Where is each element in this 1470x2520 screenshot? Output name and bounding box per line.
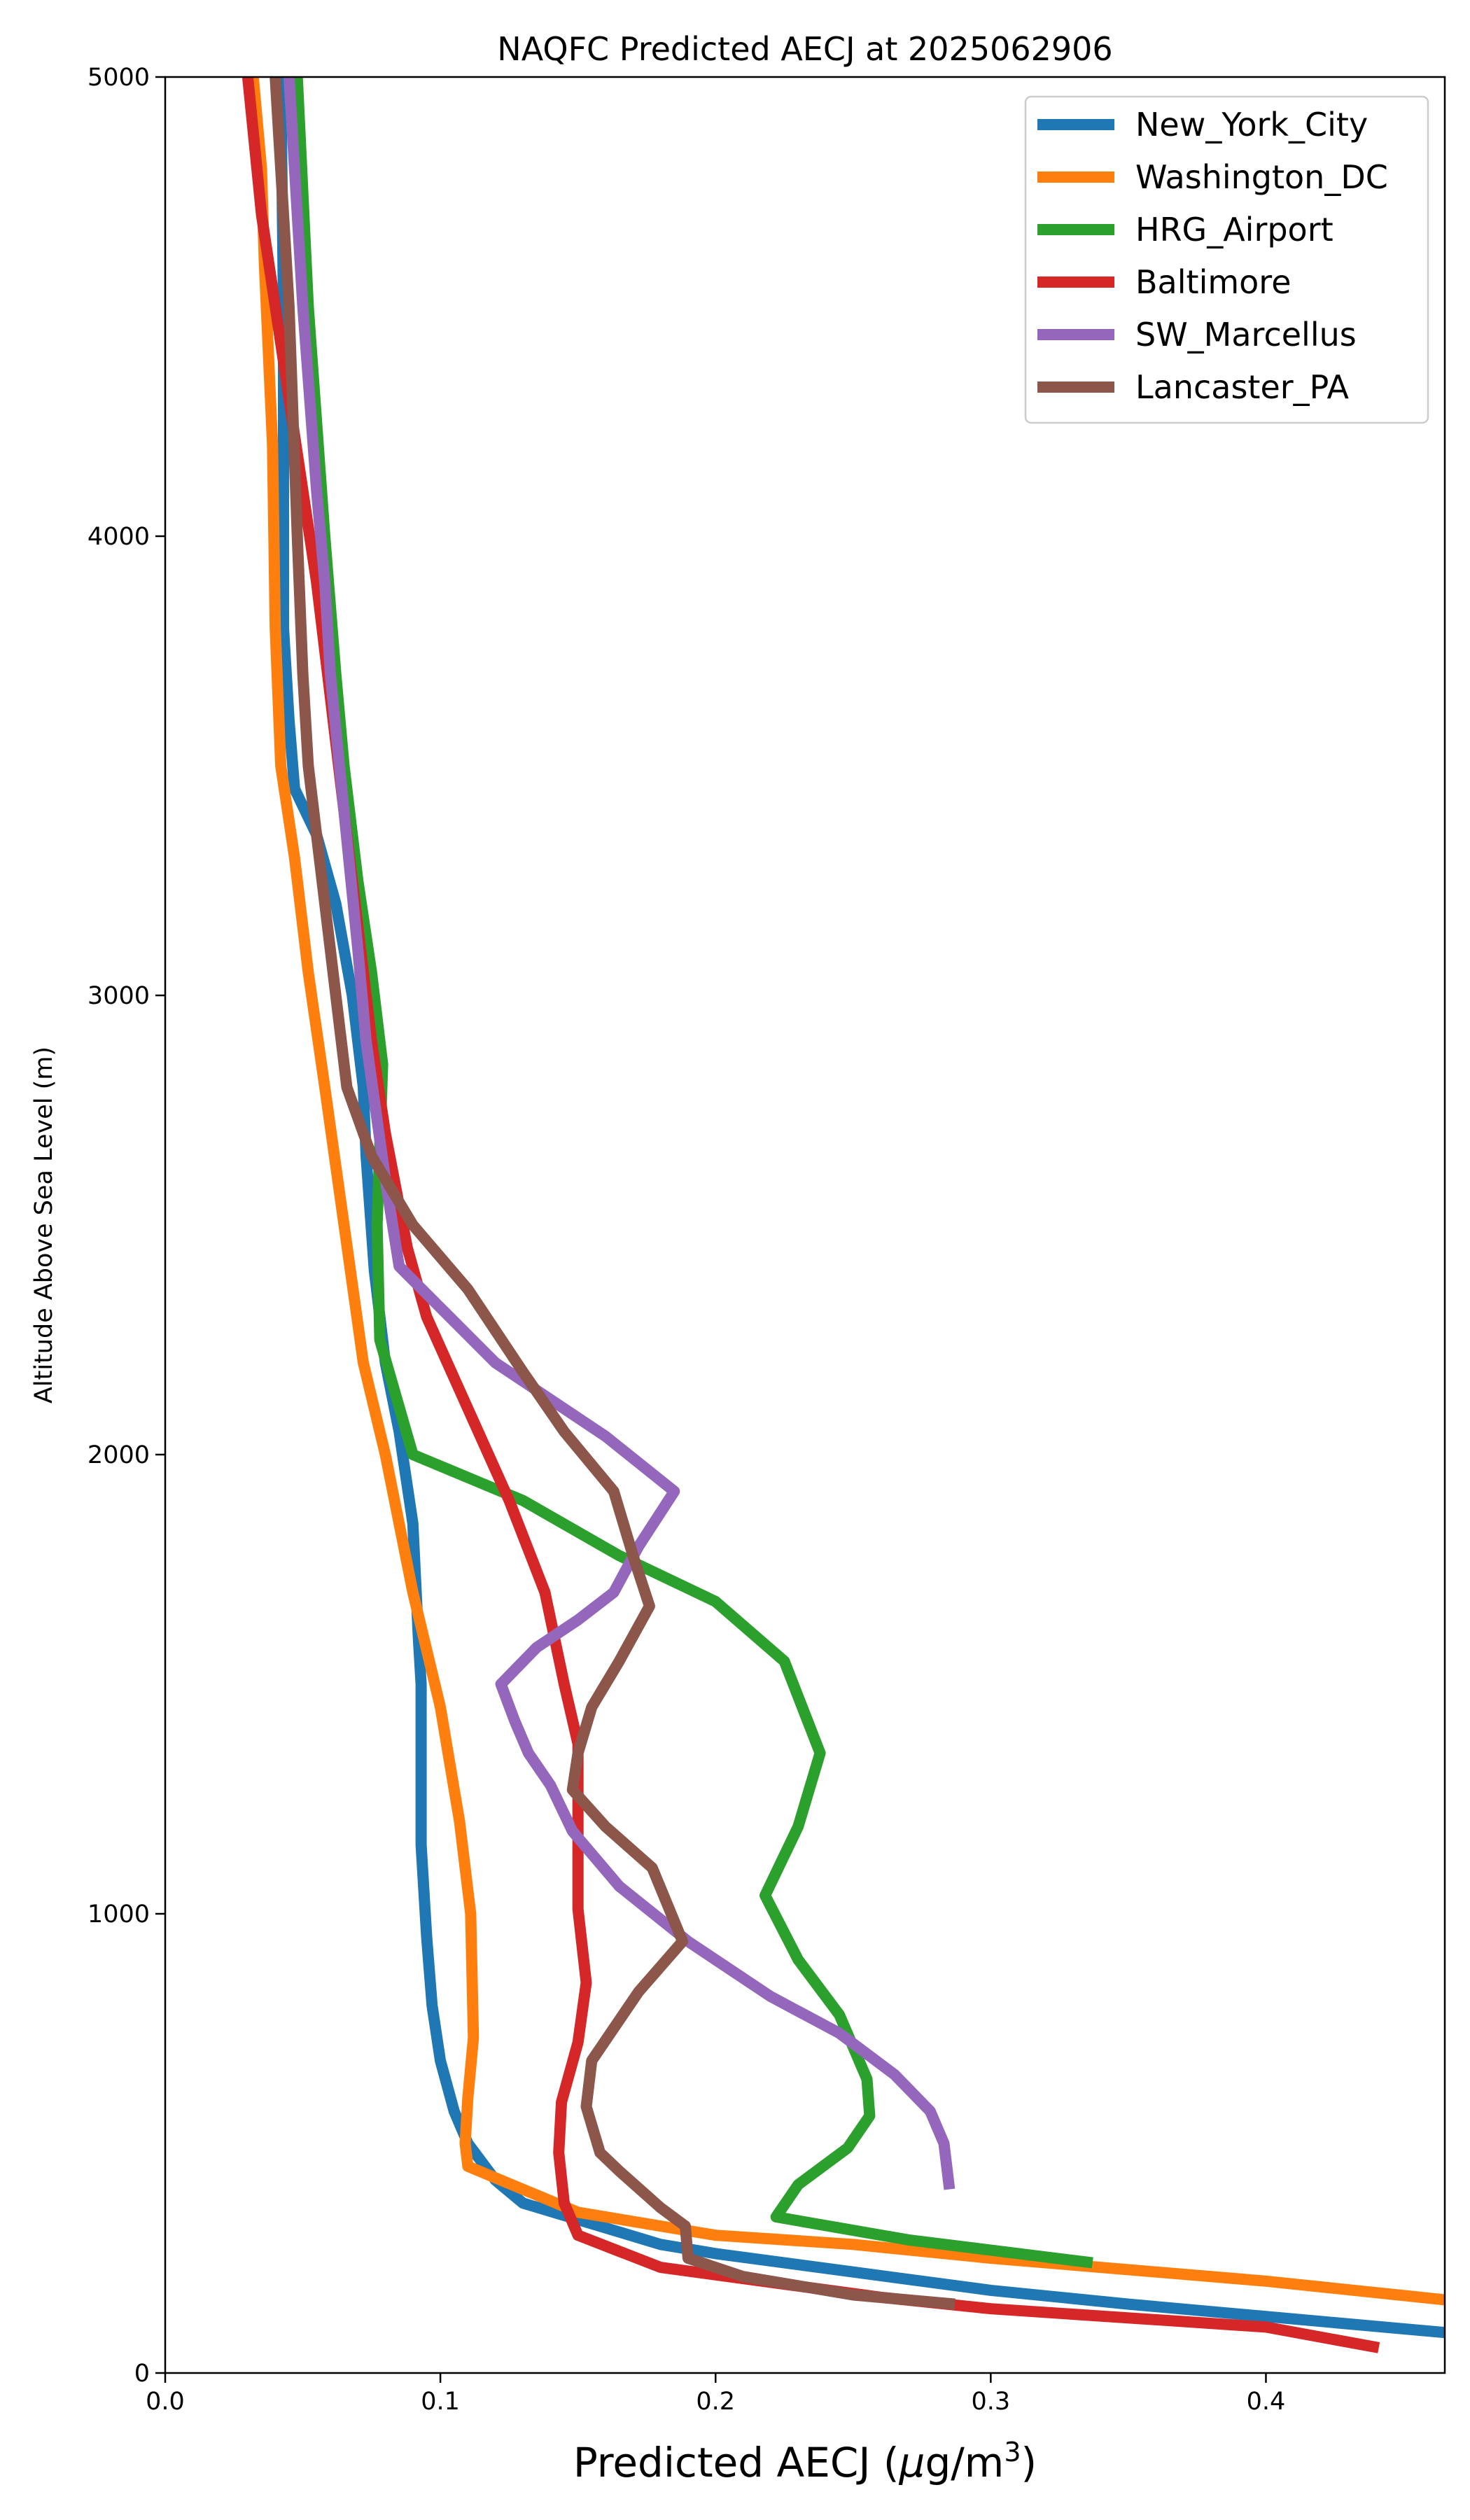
- x-tick-label: 0.3: [972, 2388, 1011, 2416]
- y-tick-label: 3000: [88, 982, 150, 1010]
- y-tick-label: 0: [134, 2360, 150, 2388]
- series-line-lancaster-pa: [270, 77, 955, 2310]
- y-tick-label: 5000: [88, 64, 150, 92]
- chart-title: NAQFC Predicted AECJ at 2025062906: [497, 30, 1112, 68]
- y-axis: 0 1000 2000 3000 4000 5000: [88, 64, 165, 2388]
- series-line-sw-marcellus: [283, 77, 955, 2190]
- axes-frame: [164, 76, 1446, 2374]
- x-axis-label: Predicted AECJ (μg/m3): [573, 2437, 1037, 2486]
- legend-label: Washington_DC: [1135, 158, 1388, 196]
- x-tick-label: 0.0: [146, 2388, 185, 2416]
- x-tick-label: 0.4: [1247, 2388, 1286, 2416]
- legend-label: Lancaster_PA: [1135, 368, 1349, 406]
- y-tick-label: 1000: [88, 1900, 150, 1928]
- y-axis-label: Altitude Above Sea Level (m): [30, 1046, 58, 1404]
- legend-label: New_York_City: [1135, 106, 1368, 144]
- x-tick-label: 0.2: [696, 2388, 735, 2416]
- y-tick-label: 2000: [88, 1441, 150, 1469]
- x-tick-label: 0.1: [421, 2388, 460, 2416]
- legend-label: HRG_Airport: [1135, 211, 1334, 248]
- x-axis-label-mid: g/m: [925, 2439, 1004, 2486]
- legend-frame: [1024, 95, 1429, 424]
- x-axis-label-post: ): [1021, 2439, 1037, 2486]
- legend-label: Baltimore: [1135, 263, 1292, 301]
- x-axis-label-mu: μ: [899, 2439, 925, 2486]
- x-axis-label-sup: 3: [1004, 2437, 1021, 2468]
- x-axis: 0.0 0.1 0.2 0.3 0.4: [146, 2373, 1285, 2416]
- series-line-washington-dc: [247, 77, 1445, 2306]
- y-tick-label: 4000: [88, 523, 150, 551]
- legend-label: SW_Marcellus: [1135, 316, 1357, 354]
- legend: New_York_City Washington_DC HRG_Airport Bal…: [1024, 95, 1429, 424]
- series-group: [241, 77, 1445, 2353]
- x-axis-label-pre: Predicted AECJ (: [573, 2439, 899, 2486]
